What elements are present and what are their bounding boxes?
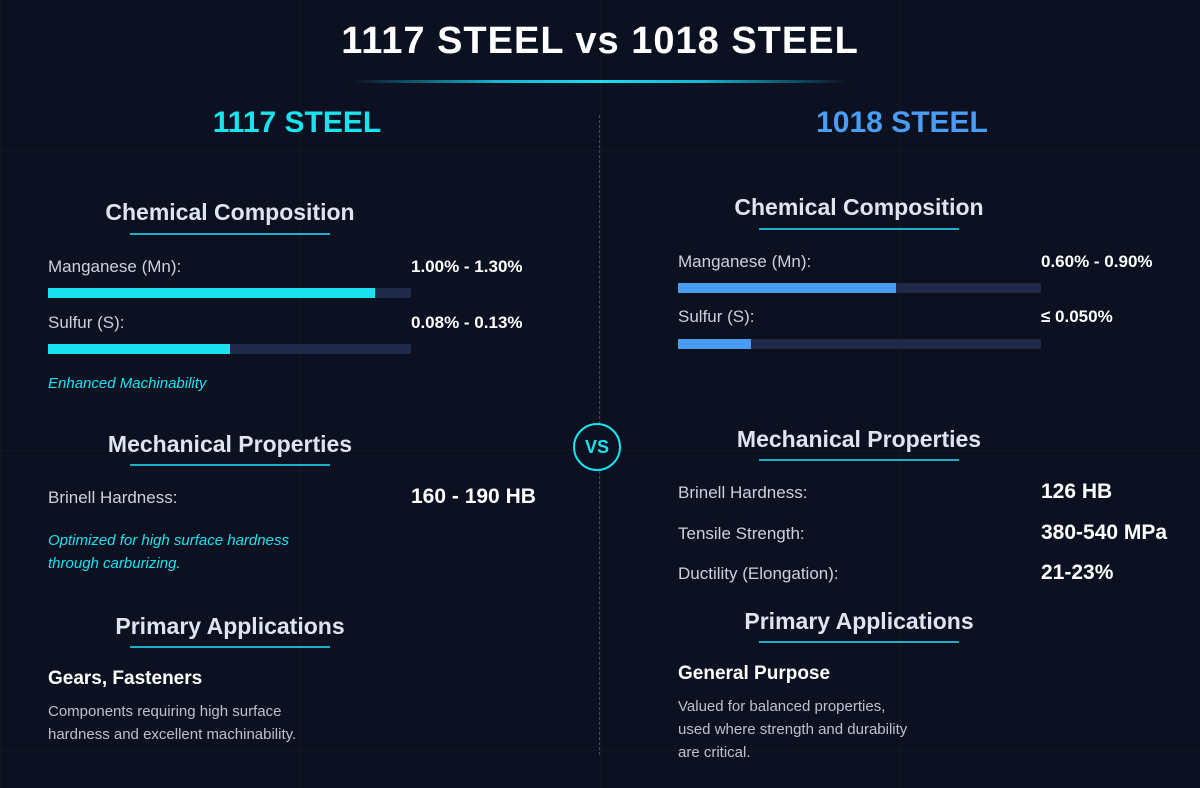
right-ductility-value: 21-23%	[1041, 561, 1114, 584]
left-mn-bar-fill	[48, 288, 375, 298]
right-application-title: General Purpose	[678, 663, 831, 684]
right-mn-bar-fill	[678, 283, 896, 293]
title-glow-line	[350, 80, 850, 83]
left-applications-heading: Primary Applications	[115, 613, 345, 639]
left-mn-label: Manganese (Mn):	[48, 257, 182, 276]
right-application-desc-line2: used where strength and durability	[678, 721, 908, 738]
right-application-desc-line1: Valued for balanced properties,	[678, 698, 886, 715]
page-title: 1117 STEEL vs 1018 STEEL	[341, 20, 859, 62]
left-hardness-label: Brinell Hardness:	[48, 488, 178, 507]
left-s-value: 0.08% - 0.13%	[411, 313, 523, 332]
left-column-title: 1117 STEEL	[212, 106, 382, 139]
right-hardness-value: 126 HB	[1041, 480, 1113, 503]
right-chemical-heading: Chemical Composition	[734, 194, 984, 220]
left-mechanical-note-line2: through carburizing.	[48, 555, 181, 572]
left-application-title: Gears, Fasteners	[48, 668, 203, 689]
right-mn-label: Manganese (Mn):	[678, 252, 812, 271]
left-mechanical-note-line1: Optimized for high surface hardness	[48, 532, 289, 549]
right-s-label: Sulfur (S):	[678, 307, 755, 326]
vs-badge: VS	[573, 423, 621, 471]
right-ductility-label: Ductility (Elongation):	[678, 564, 839, 583]
right-hardness-label: Brinell Hardness:	[678, 483, 808, 502]
right-tensile-label: Tensile Strength:	[678, 524, 805, 543]
left-applications-underline	[130, 646, 330, 648]
left-chemical-underline	[130, 233, 330, 235]
right-application-desc-line3: are critical.	[678, 744, 751, 761]
left-application-desc-line1: Components requiring high surface	[48, 703, 282, 720]
left-chemical-heading: Chemical Composition	[105, 199, 355, 225]
left-s-label: Sulfur (S):	[48, 313, 125, 332]
left-chemical-note: Enhanced Machinability	[48, 375, 207, 392]
left-mechanical-heading: Mechanical Properties	[107, 431, 353, 457]
right-mn-bar-track	[678, 283, 1041, 293]
right-applications-underline	[759, 641, 959, 643]
right-mechanical-heading: Mechanical Properties	[736, 426, 982, 452]
right-s-value: ≤ 0.050%	[1041, 307, 1113, 326]
left-s-bar-fill	[48, 344, 230, 354]
left-mn-value: 1.00% - 1.30%	[411, 257, 523, 276]
right-mn-value: 0.60% - 0.90%	[1041, 252, 1153, 271]
right-tensile-value: 380-540 MPa	[1041, 521, 1168, 544]
right-chemical-underline	[759, 228, 959, 230]
right-mechanical-underline	[759, 459, 959, 461]
right-applications-heading: Primary Applications	[744, 608, 974, 634]
left-application-desc-line2: hardness and excellent machinability.	[48, 726, 297, 743]
left-mn-bar-track	[48, 288, 411, 298]
right-s-bar-fill	[678, 339, 751, 349]
left-mechanical-underline	[130, 464, 330, 466]
left-s-bar-track	[48, 344, 411, 354]
right-column-title: 1018 STEEL	[816, 106, 988, 139]
left-hardness-value: 160 - 190 HB	[411, 485, 536, 508]
right-s-bar-track	[678, 339, 1041, 349]
